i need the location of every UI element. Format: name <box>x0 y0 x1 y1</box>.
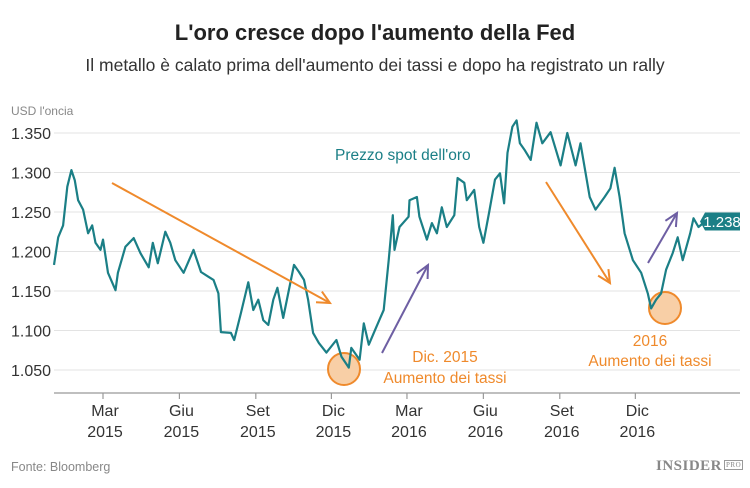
decline-arrow-2016-head <box>597 268 612 285</box>
y-tick-label: 1.300 <box>11 166 51 183</box>
annotation-2015-line2: Aumento dei tassi <box>383 370 506 387</box>
chart-subtitle: Il metallo è calato prima dell'aumento d… <box>85 55 665 75</box>
rate-hike-circle <box>648 291 682 325</box>
y-tick-label: 1.250 <box>11 205 51 222</box>
x-tick-label-month: Mar <box>91 403 119 420</box>
decline-arrow-2015 <box>111 182 331 304</box>
x-tick-label-month: Giu <box>473 403 498 420</box>
rally-arrow-2017 <box>647 212 678 264</box>
decline-arrow-2015-head <box>315 291 333 305</box>
gold-price-line <box>52 119 706 369</box>
x-tick-label-month: Dic <box>322 403 345 420</box>
y-tick-label: 1.100 <box>11 324 51 341</box>
x-tick-label-year: 2015 <box>87 424 123 441</box>
logo-text: INSIDER <box>656 458 723 474</box>
rally-arrow-2016 <box>381 264 429 354</box>
last-value-label: 1.238 <box>703 214 741 231</box>
x-tick-label-year: 2016 <box>468 424 504 441</box>
y-axis-unit: USD l'oncia <box>11 104 74 118</box>
x-tick-label-month: Dic <box>626 403 649 420</box>
x-tick-label-year: 2015 <box>164 424 200 441</box>
x-tick-label-month: Giu <box>169 403 194 420</box>
y-tick-label: 1.350 <box>11 126 51 143</box>
rally-arrow-2017-head <box>664 211 679 228</box>
annotation-2015-line1: Dic. 2015 <box>412 349 477 366</box>
x-tick-label-month: Mar <box>395 403 423 420</box>
x-tick-label-year: 2016 <box>620 424 656 441</box>
last-value-badge <box>700 212 740 231</box>
chart-title: L'oro cresce dopo l'aumento della Fed <box>174 20 576 45</box>
decline-arrow-2016 <box>545 181 611 284</box>
x-tick-label-year: 2016 <box>544 424 580 441</box>
y-tick-label: 1.050 <box>11 363 51 380</box>
y-tick-label: 1.200 <box>11 245 51 262</box>
annotation-2016-line2: Aumento dei tassi <box>588 353 711 370</box>
y-tick-label: 1.150 <box>11 284 51 301</box>
x-tick-label-month: Set <box>550 403 575 420</box>
source-note: Fonte: Bloomberg <box>11 460 111 474</box>
logo-suffix: PRO <box>724 460 744 470</box>
x-tick-label-year: 2015 <box>240 424 276 441</box>
insider-pro-logo: INSIDER PRO <box>656 458 744 475</box>
x-tick-label-year: 2016 <box>391 424 427 441</box>
rally-arrow-2016-head <box>416 262 430 280</box>
x-tick-label-month: Set <box>246 403 271 420</box>
rate-hike-circle <box>327 352 361 386</box>
x-tick-label-year: 2015 <box>316 424 352 441</box>
series-label: Prezzo spot dell'oro <box>335 147 471 164</box>
annotation-2016-line1: 2016 <box>633 333 667 350</box>
